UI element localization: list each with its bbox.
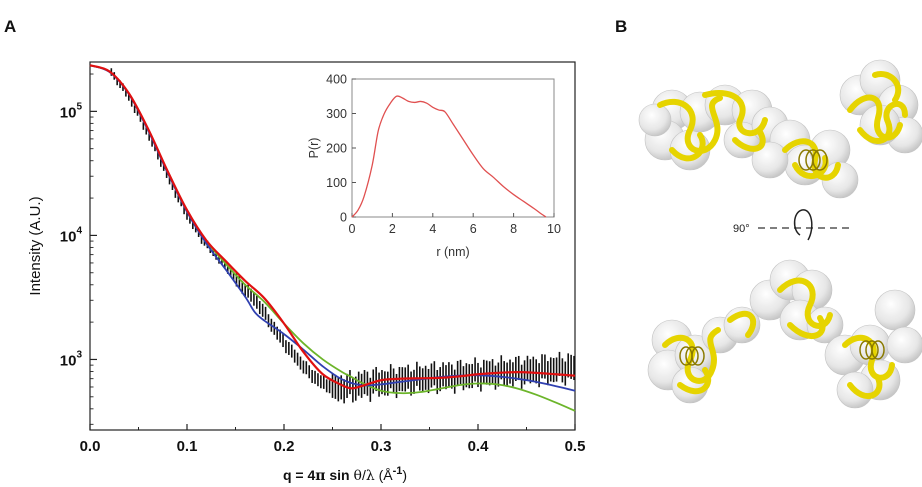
protein-ribbon-top — [657, 71, 908, 181]
inset-y-axis-label: P(r) — [307, 138, 321, 159]
inset-x-axis-label: r (nm) — [436, 245, 469, 259]
main-y-tick-label: 104 — [60, 225, 83, 245]
main-x-tick-label: 0.3 — [371, 438, 392, 455]
panel-a-label: A — [4, 17, 16, 36]
inset-y-tick-label: 400 — [326, 73, 347, 87]
inset-y-tick-label: 300 — [326, 107, 347, 121]
inset-x-tick-label: 4 — [429, 222, 436, 236]
inset-line-group — [351, 95, 547, 218]
protein-ribbon-bottom — [662, 277, 895, 399]
inset-y-tick-label: 0 — [340, 211, 347, 225]
main-x-tick-label: 0.5 — [565, 438, 586, 455]
inset-x-tick-label: 2 — [389, 222, 396, 236]
rotation-label: 90° — [733, 223, 750, 235]
main-x-axis: 0.0 0.1 0.2 0.3 0.4 0.5 — [80, 424, 586, 455]
inset-x-tick-label: 8 — [510, 222, 517, 236]
inset-x-tick-label: 6 — [470, 222, 477, 236]
fit-curves — [89, 64, 576, 412]
main-y-axis: 103 104 105 — [60, 73, 97, 425]
pr-distribution-inset: 0 2 4 6 8 10 0 100 200 300 400 r (nm) P(r) — [307, 73, 561, 260]
inset-y-tick-label: 200 — [326, 142, 347, 156]
main-y-tick-label: 103 — [60, 349, 83, 369]
main-x-axis-label: q = 4π sin θ/λ (Å-1) — [283, 465, 407, 484]
panel-b-label: B — [615, 17, 627, 36]
rotation-arrow-icon — [793, 209, 813, 241]
helix-coils-top — [798, 149, 828, 171]
main-y-axis-label: Intensity (A.U.) — [27, 196, 44, 295]
inset-frame — [351, 78, 555, 218]
helix-coils-bottom — [679, 340, 885, 366]
inset-y-axis: 0 100 200 300 400 — [326, 73, 356, 225]
pr-curve — [351, 95, 547, 218]
inset-x-axis: 0 2 4 6 8 10 — [349, 213, 561, 236]
inset-x-tick-label: 10 — [547, 222, 561, 236]
main-x-tick-label: 0.0 — [80, 438, 101, 455]
fit-curve-red — [89, 64, 576, 390]
inset-x-tick-label: 0 — [349, 222, 356, 236]
structure-model-bottom — [647, 259, 922, 409]
main-y-tick-label: 105 — [60, 101, 83, 121]
rotation-annotation: 90° — [733, 209, 850, 241]
structure-model-top — [638, 59, 922, 199]
inset-y-tick-label: 100 — [326, 176, 347, 190]
main-x-tick-label: 0.4 — [468, 438, 490, 455]
main-x-tick-label: 0.1 — [177, 438, 198, 455]
main-x-tick-label: 0.2 — [274, 438, 295, 455]
